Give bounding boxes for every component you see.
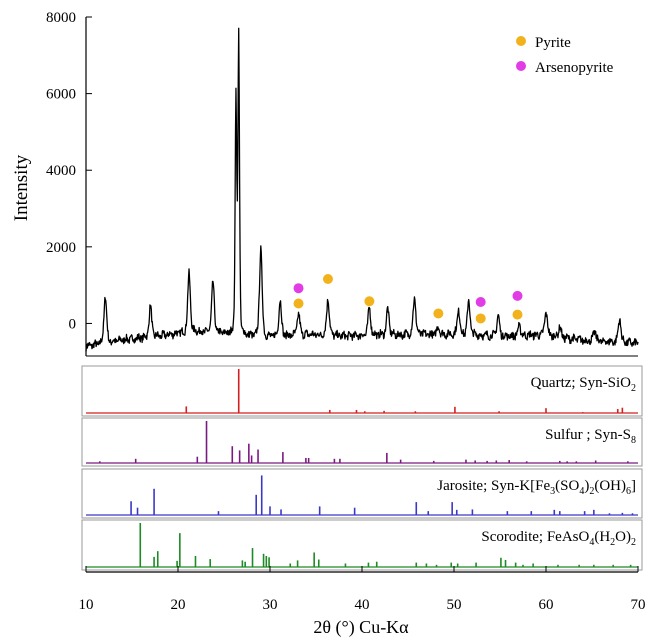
y-tick-label: 8000: [46, 10, 76, 26]
legend-pyrite-marker: [516, 36, 526, 46]
x-tick-label: 30: [263, 597, 278, 613]
pyrite-marker: [293, 298, 304, 309]
reference-label: Scorodite; FeAsO4(H2O)2: [481, 529, 636, 548]
reference-panel-3: Jarosite; Syn-K[Fe3(SO4)2(OH)6]: [81, 468, 643, 519]
reference-panel-frame: [81, 365, 643, 417]
arsenopyrite-marker: [293, 283, 304, 294]
reference-panel-2: Sulfur ; Syn-S8: [81, 417, 643, 467]
reference-label: Sulfur ; Syn-S8: [545, 427, 636, 446]
reference-panel-4: Scorodite; FeAsO4(H2O)2: [81, 519, 643, 571]
x-tick-label: 50: [447, 597, 462, 613]
x-tick-label: 40: [355, 597, 370, 613]
x-tick-label: 10: [79, 597, 94, 613]
pyrite-marker: [364, 296, 375, 307]
pyrite-marker: [322, 274, 333, 285]
reference-panels: Quartz; Syn-SiO2 Sulfur ; Syn-S8 Jarosite;…: [81, 365, 643, 571]
reference-panel-frame: [81, 468, 643, 519]
arsenopyrite-marker: [512, 290, 523, 301]
main-pattern-line: [85, 27, 639, 352]
y-tick-label: 0: [69, 316, 77, 332]
y-tick-label: 2000: [46, 240, 76, 256]
pyrite-marker: [433, 308, 444, 319]
arsenopyrite-marker: [475, 296, 486, 307]
reference-label: Quartz; Syn-SiO2: [531, 375, 636, 394]
legend: Pyrite Arsenopyrite: [516, 35, 614, 76]
legend-arsenopyrite-marker: [516, 61, 526, 71]
x-tick-label: 20: [171, 597, 186, 613]
phase-markers: [293, 274, 523, 324]
legend-arsenopyrite-label: Arsenopyrite: [535, 60, 614, 76]
reference-panel-1: Quartz; Syn-SiO2: [81, 365, 643, 417]
reference-label: Jarosite; Syn-K[Fe3(SO4)2(OH)6]: [437, 478, 636, 497]
reference-panel-frame: [81, 417, 643, 467]
pyrite-marker: [475, 313, 486, 324]
reference-panel-frame: [81, 519, 643, 571]
main-pattern-panel: 8000 6000 4000 2000 0 Pyrite Arsenopyrite In…: [11, 10, 639, 357]
x-tick-label: 60: [539, 597, 554, 613]
x-axis-label: 2θ (°) Cu-Kα: [313, 617, 409, 638]
main-y-ticks: 8000 6000 4000 2000 0: [46, 10, 92, 332]
y-tick-label: 4000: [46, 163, 76, 179]
legend-pyrite-label: Pyrite: [535, 35, 571, 51]
x-axis: 10 20 30 40 50 60 70: [79, 566, 646, 613]
y-tick-label: 6000: [46, 87, 76, 103]
pyrite-marker: [512, 309, 523, 320]
x-tick-label: 70: [631, 597, 646, 613]
y-axis-label: Intensity: [11, 154, 32, 221]
